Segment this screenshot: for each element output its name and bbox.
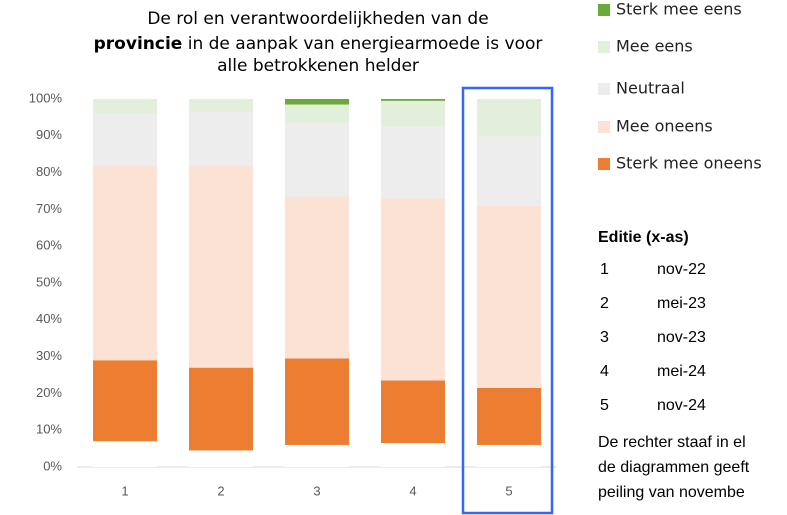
- x-tick-label: 2: [217, 483, 224, 498]
- bar-segment: [189, 450, 253, 467]
- bar-segment: [93, 165, 157, 361]
- legend-label: Mee eens: [616, 37, 693, 56]
- chart-title: in de aanpak van energiearmoede is voor: [188, 34, 543, 54]
- bar-segment: [189, 165, 253, 368]
- bar-segment: [189, 111, 253, 166]
- y-tick-label: 30%: [36, 348, 62, 363]
- y-tick-label: 10%: [36, 422, 62, 437]
- bar-segment: [93, 360, 157, 442]
- y-tick-label: 50%: [36, 274, 62, 289]
- legend-swatch: [598, 83, 610, 95]
- bar-segment: [93, 441, 157, 467]
- edition-date: mei-24: [657, 363, 706, 380]
- edition-number: 1: [600, 261, 609, 278]
- legend-label: Neutraal: [616, 79, 685, 98]
- bar-segment: [477, 135, 541, 206]
- bar-segment: [477, 205, 541, 388]
- edition-date: nov-23: [657, 329, 706, 346]
- edition-date: mei-23: [657, 295, 706, 312]
- bar-segment: [285, 444, 349, 467]
- legend-label: Sterk mee eens: [616, 0, 742, 19]
- legend-swatch: [598, 41, 610, 53]
- chart-title: De rol en verantwoordelijkheden van de: [147, 9, 488, 29]
- y-tick-label: 20%: [36, 385, 62, 400]
- y-tick-label: 60%: [36, 238, 62, 253]
- bar-segment: [285, 104, 349, 123]
- bar-segment: [381, 99, 445, 101]
- highlight-box: [461, 86, 554, 515]
- bar-segment: [477, 444, 541, 467]
- side-heading: Editie (x-as): [598, 229, 689, 246]
- legend-label: Sterk mee oneens: [616, 154, 762, 173]
- note-line: peiling van novembe: [598, 484, 745, 501]
- note-line: De rechter staaf in el: [598, 434, 746, 451]
- chart-title-bold: provincie: [94, 34, 183, 54]
- bar-segment: [93, 113, 157, 166]
- y-tick-label: 80%: [36, 164, 62, 179]
- y-tick-label: 100%: [29, 90, 63, 105]
- bar-segment: [477, 387, 541, 445]
- bar-segment: [477, 99, 541, 136]
- edition-date: nov-24: [657, 397, 706, 414]
- y-tick-label: 0%: [43, 458, 62, 473]
- bar-segment: [285, 196, 349, 359]
- bar-segment: [381, 380, 445, 444]
- bar-segment: [381, 443, 445, 467]
- edition-number: 2: [600, 295, 609, 312]
- x-tick-label: 5: [505, 483, 512, 498]
- legend-swatch: [598, 121, 610, 133]
- edition-number: 5: [600, 397, 609, 414]
- legend-swatch: [598, 4, 610, 16]
- bar-segment: [285, 358, 349, 445]
- bar-segment: [93, 99, 157, 114]
- edition-date: nov-22: [657, 261, 706, 278]
- x-tick-label: 3: [313, 483, 320, 498]
- legend-swatch: [598, 158, 610, 170]
- y-tick-label: 90%: [36, 127, 62, 142]
- x-tick-label: 1: [121, 483, 128, 498]
- bar-segment: [285, 99, 349, 105]
- x-tick-label: 4: [409, 483, 416, 498]
- bar-segment: [381, 100, 445, 127]
- bar-segment: [189, 99, 253, 112]
- edition-number: 4: [600, 363, 609, 380]
- chart-title: provincie in de aanpak van energiearmoed…: [94, 34, 543, 54]
- bar-segment: [189, 367, 253, 451]
- bar-segment: [285, 122, 349, 197]
- legend-label: Mee oneens: [616, 117, 713, 136]
- y-tick-label: 70%: [36, 201, 62, 216]
- note-line: de diagrammen geeft: [598, 459, 750, 476]
- y-tick-label: 40%: [36, 311, 62, 326]
- chart-title: alle betrokkenen helder: [217, 56, 419, 76]
- bar-segment: [381, 198, 445, 381]
- bar-segment: [381, 126, 445, 199]
- edition-number: 3: [600, 329, 609, 346]
